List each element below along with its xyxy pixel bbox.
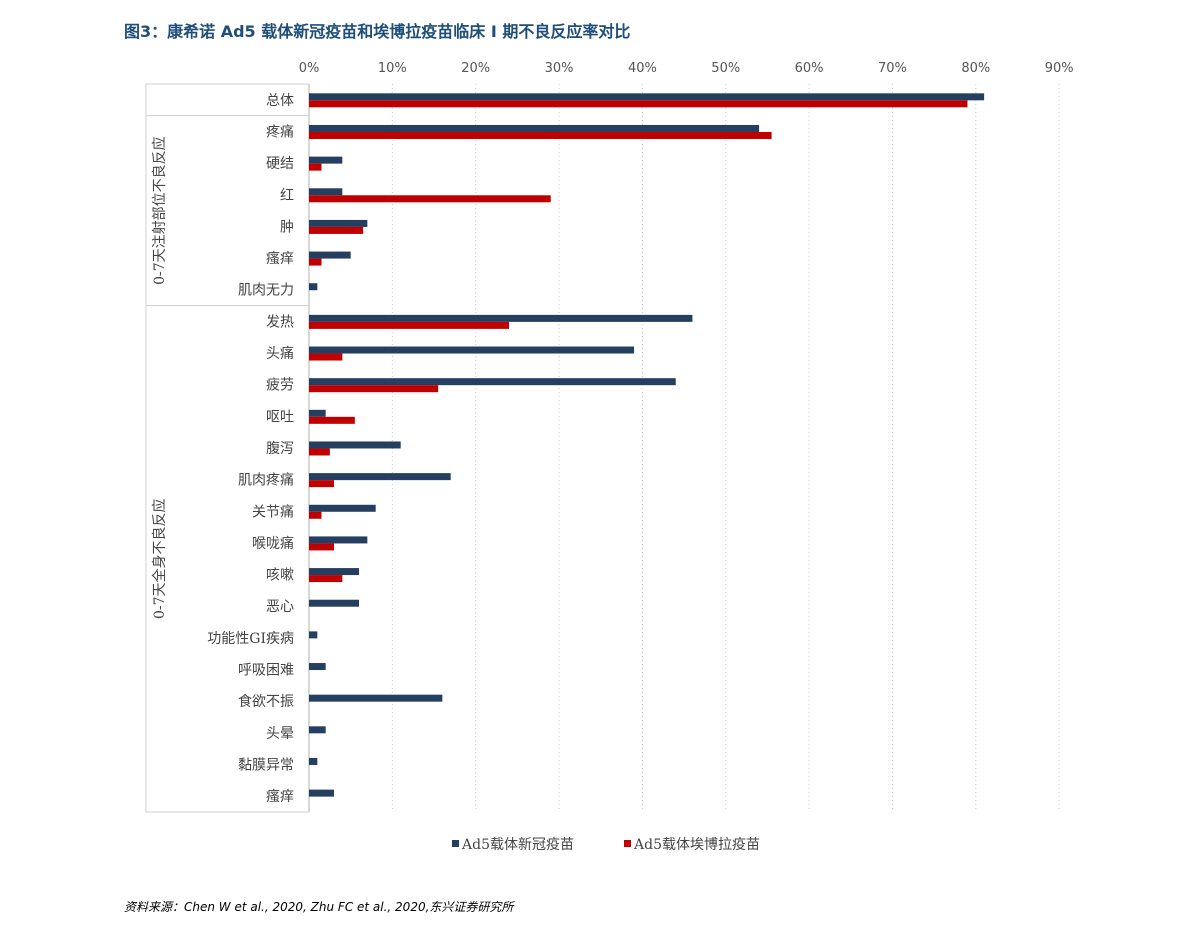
bar-ad5-covid <box>309 156 343 164</box>
bar-ad5-covid <box>309 441 401 449</box>
bar-ad5-covid <box>309 93 985 101</box>
category-label: 肌肉无力 <box>238 283 294 299</box>
category-label: 总体 <box>266 93 294 109</box>
bar-ad5-covid <box>309 251 351 259</box>
bar-ad5-covid <box>309 124 760 132</box>
bar-ad5-covid <box>309 663 326 671</box>
bar-ad5-covid <box>309 631 318 639</box>
legend-swatch <box>452 840 459 847</box>
x-tick-label: 10% <box>378 61 407 76</box>
x-tick-label: 60% <box>795 61 824 76</box>
group-label: 0-7天全身不良反应 <box>151 498 168 619</box>
bar-ad5-covid <box>309 188 343 196</box>
bar-ad5-ebola <box>309 321 510 329</box>
bar-ad5-ebola <box>309 385 439 393</box>
bar-ad5-ebola <box>309 416 355 424</box>
legend-swatch <box>624 840 631 847</box>
bar-ad5-ebola <box>309 448 330 456</box>
category-label: 呼吸困难 <box>238 663 294 679</box>
bar-ad5-covid <box>309 757 318 765</box>
legend-label: Ad5载体新冠疫苗 <box>461 837 574 853</box>
category-label: 疼痛 <box>266 123 294 140</box>
category-label: 咳嗽 <box>266 568 294 584</box>
bar-ad5-covid <box>309 568 360 576</box>
x-tick-label: 50% <box>711 61 740 76</box>
bar-ad5-covid <box>309 536 368 544</box>
category-label: 肿 <box>280 219 294 235</box>
category-label: 红 <box>280 188 294 204</box>
bar-ad5-covid <box>309 473 451 481</box>
x-tick-label: 80% <box>961 61 990 76</box>
category-label: 恶心 <box>266 599 294 615</box>
category-label: 喉咙痛 <box>252 535 294 552</box>
chart-title: 图3：康希诺 Ad5 载体新冠疫苗和埃博拉疫苗临床 I 期不良反应率对比 <box>124 22 631 41</box>
category-label: 头晕 <box>266 726 294 742</box>
bar-ad5-ebola <box>309 575 343 583</box>
category-label: 发热 <box>266 314 294 330</box>
x-tick-label: 40% <box>628 61 657 76</box>
category-label: 肌肉疼痛 <box>238 472 294 489</box>
bar-chart: 0% 10% 20% 30% 40% 50% 60% 70% 80% 90% 0-7天注射部位不良反… <box>145 61 1074 853</box>
x-tick-label: 0% <box>299 61 320 76</box>
bar-ad5-ebola <box>309 543 335 551</box>
bar-ad5-covid <box>309 789 335 797</box>
category-label: 呕吐 <box>266 409 294 425</box>
category-label: 食欲不振 <box>238 693 294 710</box>
bar-ad5-ebola <box>309 131 772 139</box>
bar-ad5-covid <box>309 283 318 291</box>
category-label: 硬结 <box>266 156 294 172</box>
category-label: 功能性GI疾病 <box>207 631 294 647</box>
bar-ad5-ebola <box>309 163 322 171</box>
group-label: 0-7天注射部位不良反应 <box>151 136 168 285</box>
bar-ad5-covid <box>309 314 693 322</box>
x-tick-label: 70% <box>878 61 907 76</box>
bar-ad5-ebola <box>309 100 968 108</box>
bar-ad5-ebola <box>309 258 322 266</box>
category-label: 关节痛 <box>252 503 294 520</box>
bar-ad5-covid <box>309 378 676 386</box>
bar-ad5-ebola <box>309 511 322 519</box>
bar-ad5-ebola <box>309 226 364 234</box>
bar-ad5-ebola <box>309 353 343 361</box>
category-label: 黏膜异常 <box>238 757 294 773</box>
bar-ad5-ebola <box>309 480 335 488</box>
bar-ad5-covid <box>309 504 376 512</box>
bar-ad5-covid <box>309 599 360 607</box>
bar-ad5-covid <box>309 219 368 227</box>
legend-label: Ad5载体埃博拉疫苗 <box>633 836 760 853</box>
category-label: 腹泻 <box>266 440 294 457</box>
bar-ad5-ebola <box>309 195 551 203</box>
category-label: 瘙痒 <box>266 788 294 805</box>
bar-ad5-covid <box>309 726 326 734</box>
bar-ad5-covid <box>309 346 635 354</box>
category-label: 瘙痒 <box>266 250 294 267</box>
category-label: 头痛 <box>266 345 294 362</box>
x-tick-label: 20% <box>461 61 490 76</box>
x-tick-label: 90% <box>1045 61 1074 76</box>
category-label: 疲劳 <box>266 377 294 394</box>
bar-ad5-covid <box>309 409 326 417</box>
x-tick-label: 30% <box>545 61 574 76</box>
source-note: 资料来源：Chen W et al., 2020, Zhu FC et al.,… <box>124 900 514 914</box>
bar-ad5-covid <box>309 694 443 702</box>
